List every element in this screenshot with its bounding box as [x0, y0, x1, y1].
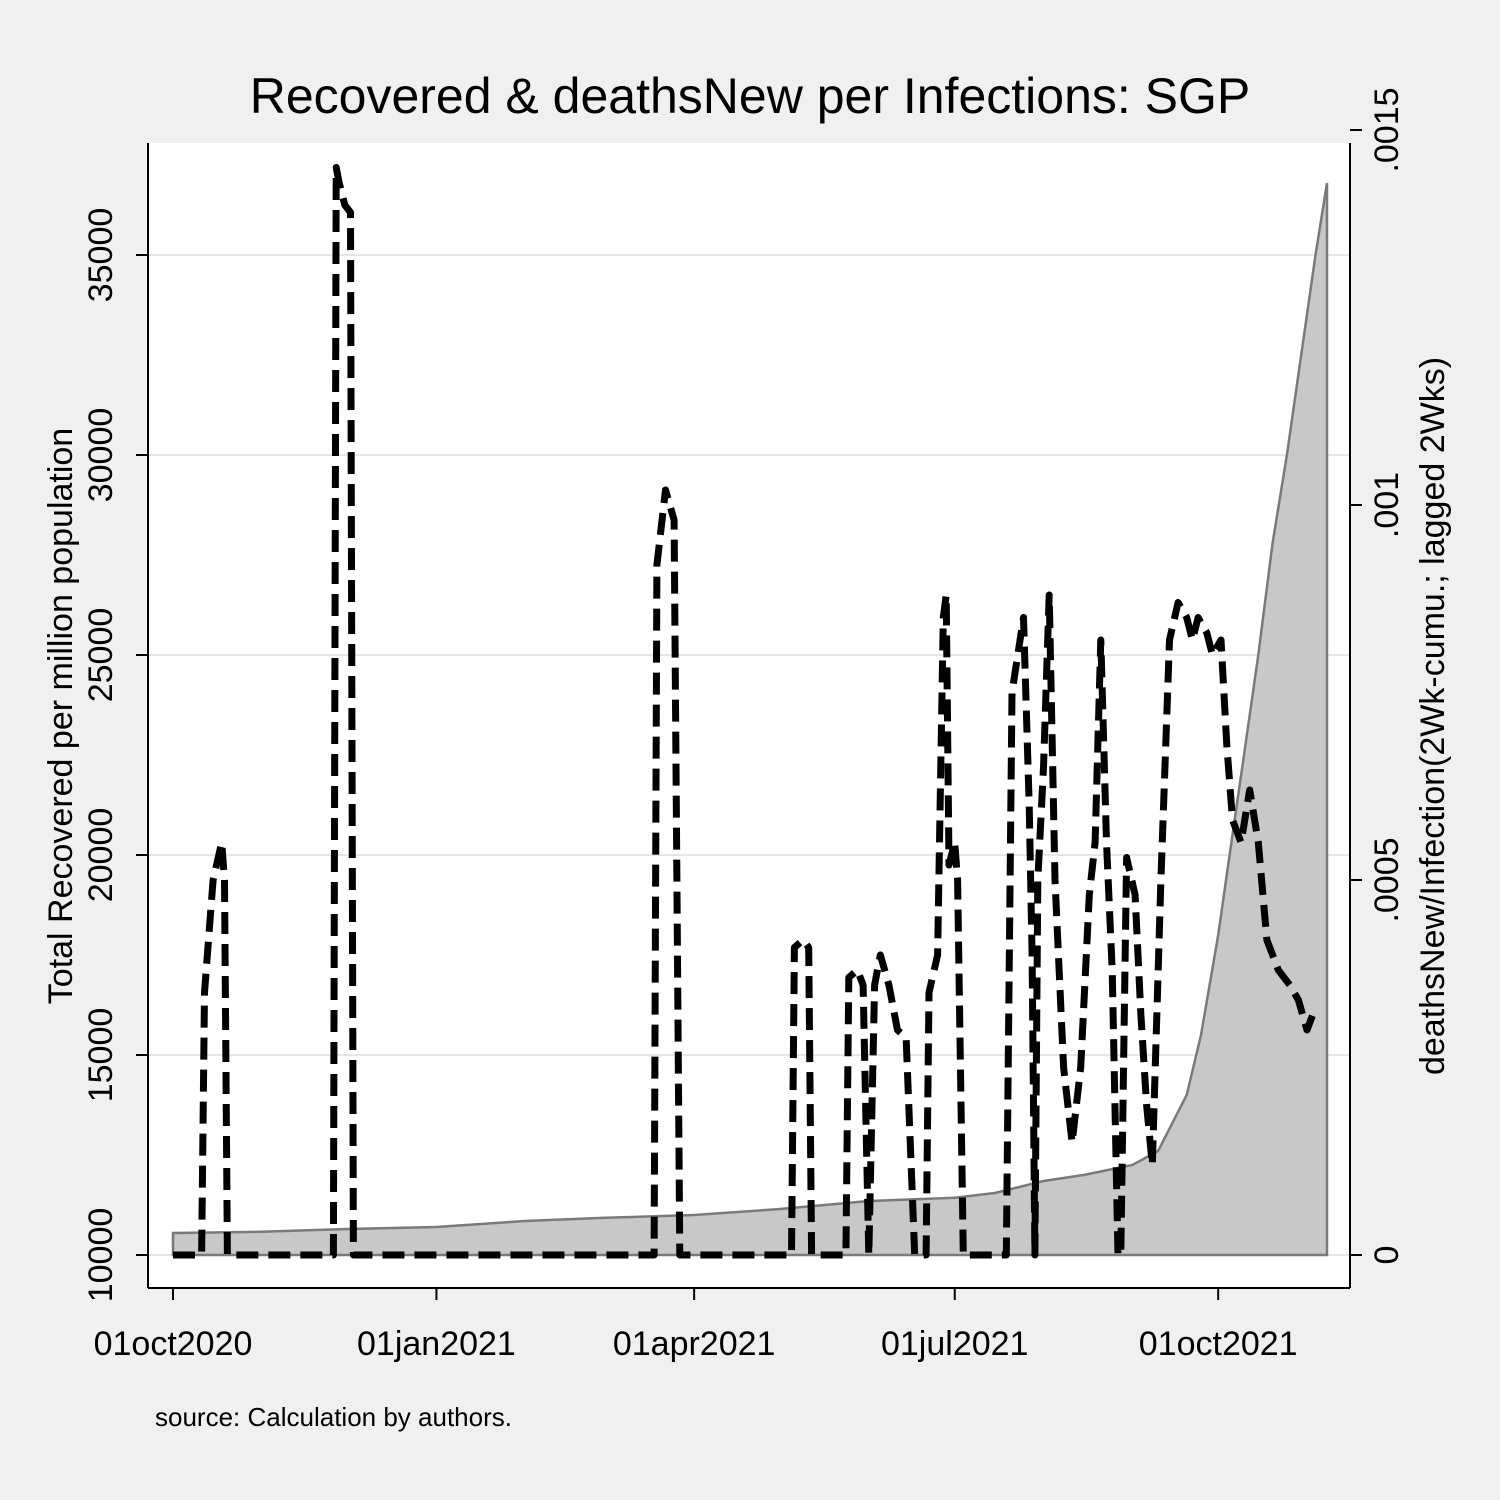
right-y-axis-ticks: 0 .0005 .001 .0015 — [1350, 87, 1406, 1264]
plot-area — [148, 143, 1350, 1288]
source-note: source: Calculation by authors. — [155, 1402, 512, 1432]
right-tick-label: 0 — [1368, 1246, 1406, 1265]
right-tick-label: .001 — [1368, 472, 1406, 538]
recovered-area-series — [171, 182, 1329, 1257]
x-tick-label: 01jul2021 — [881, 1325, 1028, 1363]
left-tick-label: 25000 — [82, 608, 120, 703]
x-tick-label: 01oct2021 — [1139, 1325, 1298, 1363]
left-tick-label: 35000 — [82, 208, 120, 303]
left-tick-label: 30000 — [82, 408, 120, 503]
x-axis-ticks: 01oct2020 01jan2021 01apr2021 01jul2021 01oc… — [94, 1288, 1298, 1363]
recovered-area-fill — [173, 183, 1327, 1255]
x-tick-label: 01jan2021 — [357, 1325, 516, 1363]
x-tick-label: 01apr2021 — [613, 1325, 776, 1363]
left-tick-label: 20000 — [82, 808, 120, 903]
recovered-area-outline — [171, 182, 1329, 1257]
x-tick-label: 01oct2020 — [94, 1325, 253, 1363]
left-y-axis-ticks: 10000 15000 20000 25000 30000 35000 — [82, 208, 148, 1303]
left-tick-label: 10000 — [82, 1208, 120, 1303]
left-y-axis-title: Total Recovered per million population — [42, 428, 80, 1004]
deaths-ratio-series — [173, 164, 1319, 1259]
right-y-axis-title: deathsNew/Infection(2Wk-cumu.; lagged 2W… — [1414, 357, 1452, 1075]
right-tick-label: .0005 — [1368, 837, 1406, 922]
left-tick-label: 15000 — [82, 1008, 120, 1103]
right-tick-label: .0015 — [1368, 87, 1406, 172]
deaths-ratio-line — [173, 164, 1319, 1259]
chart-title: Recovered & deathsNew per Infections: SG… — [250, 68, 1251, 124]
